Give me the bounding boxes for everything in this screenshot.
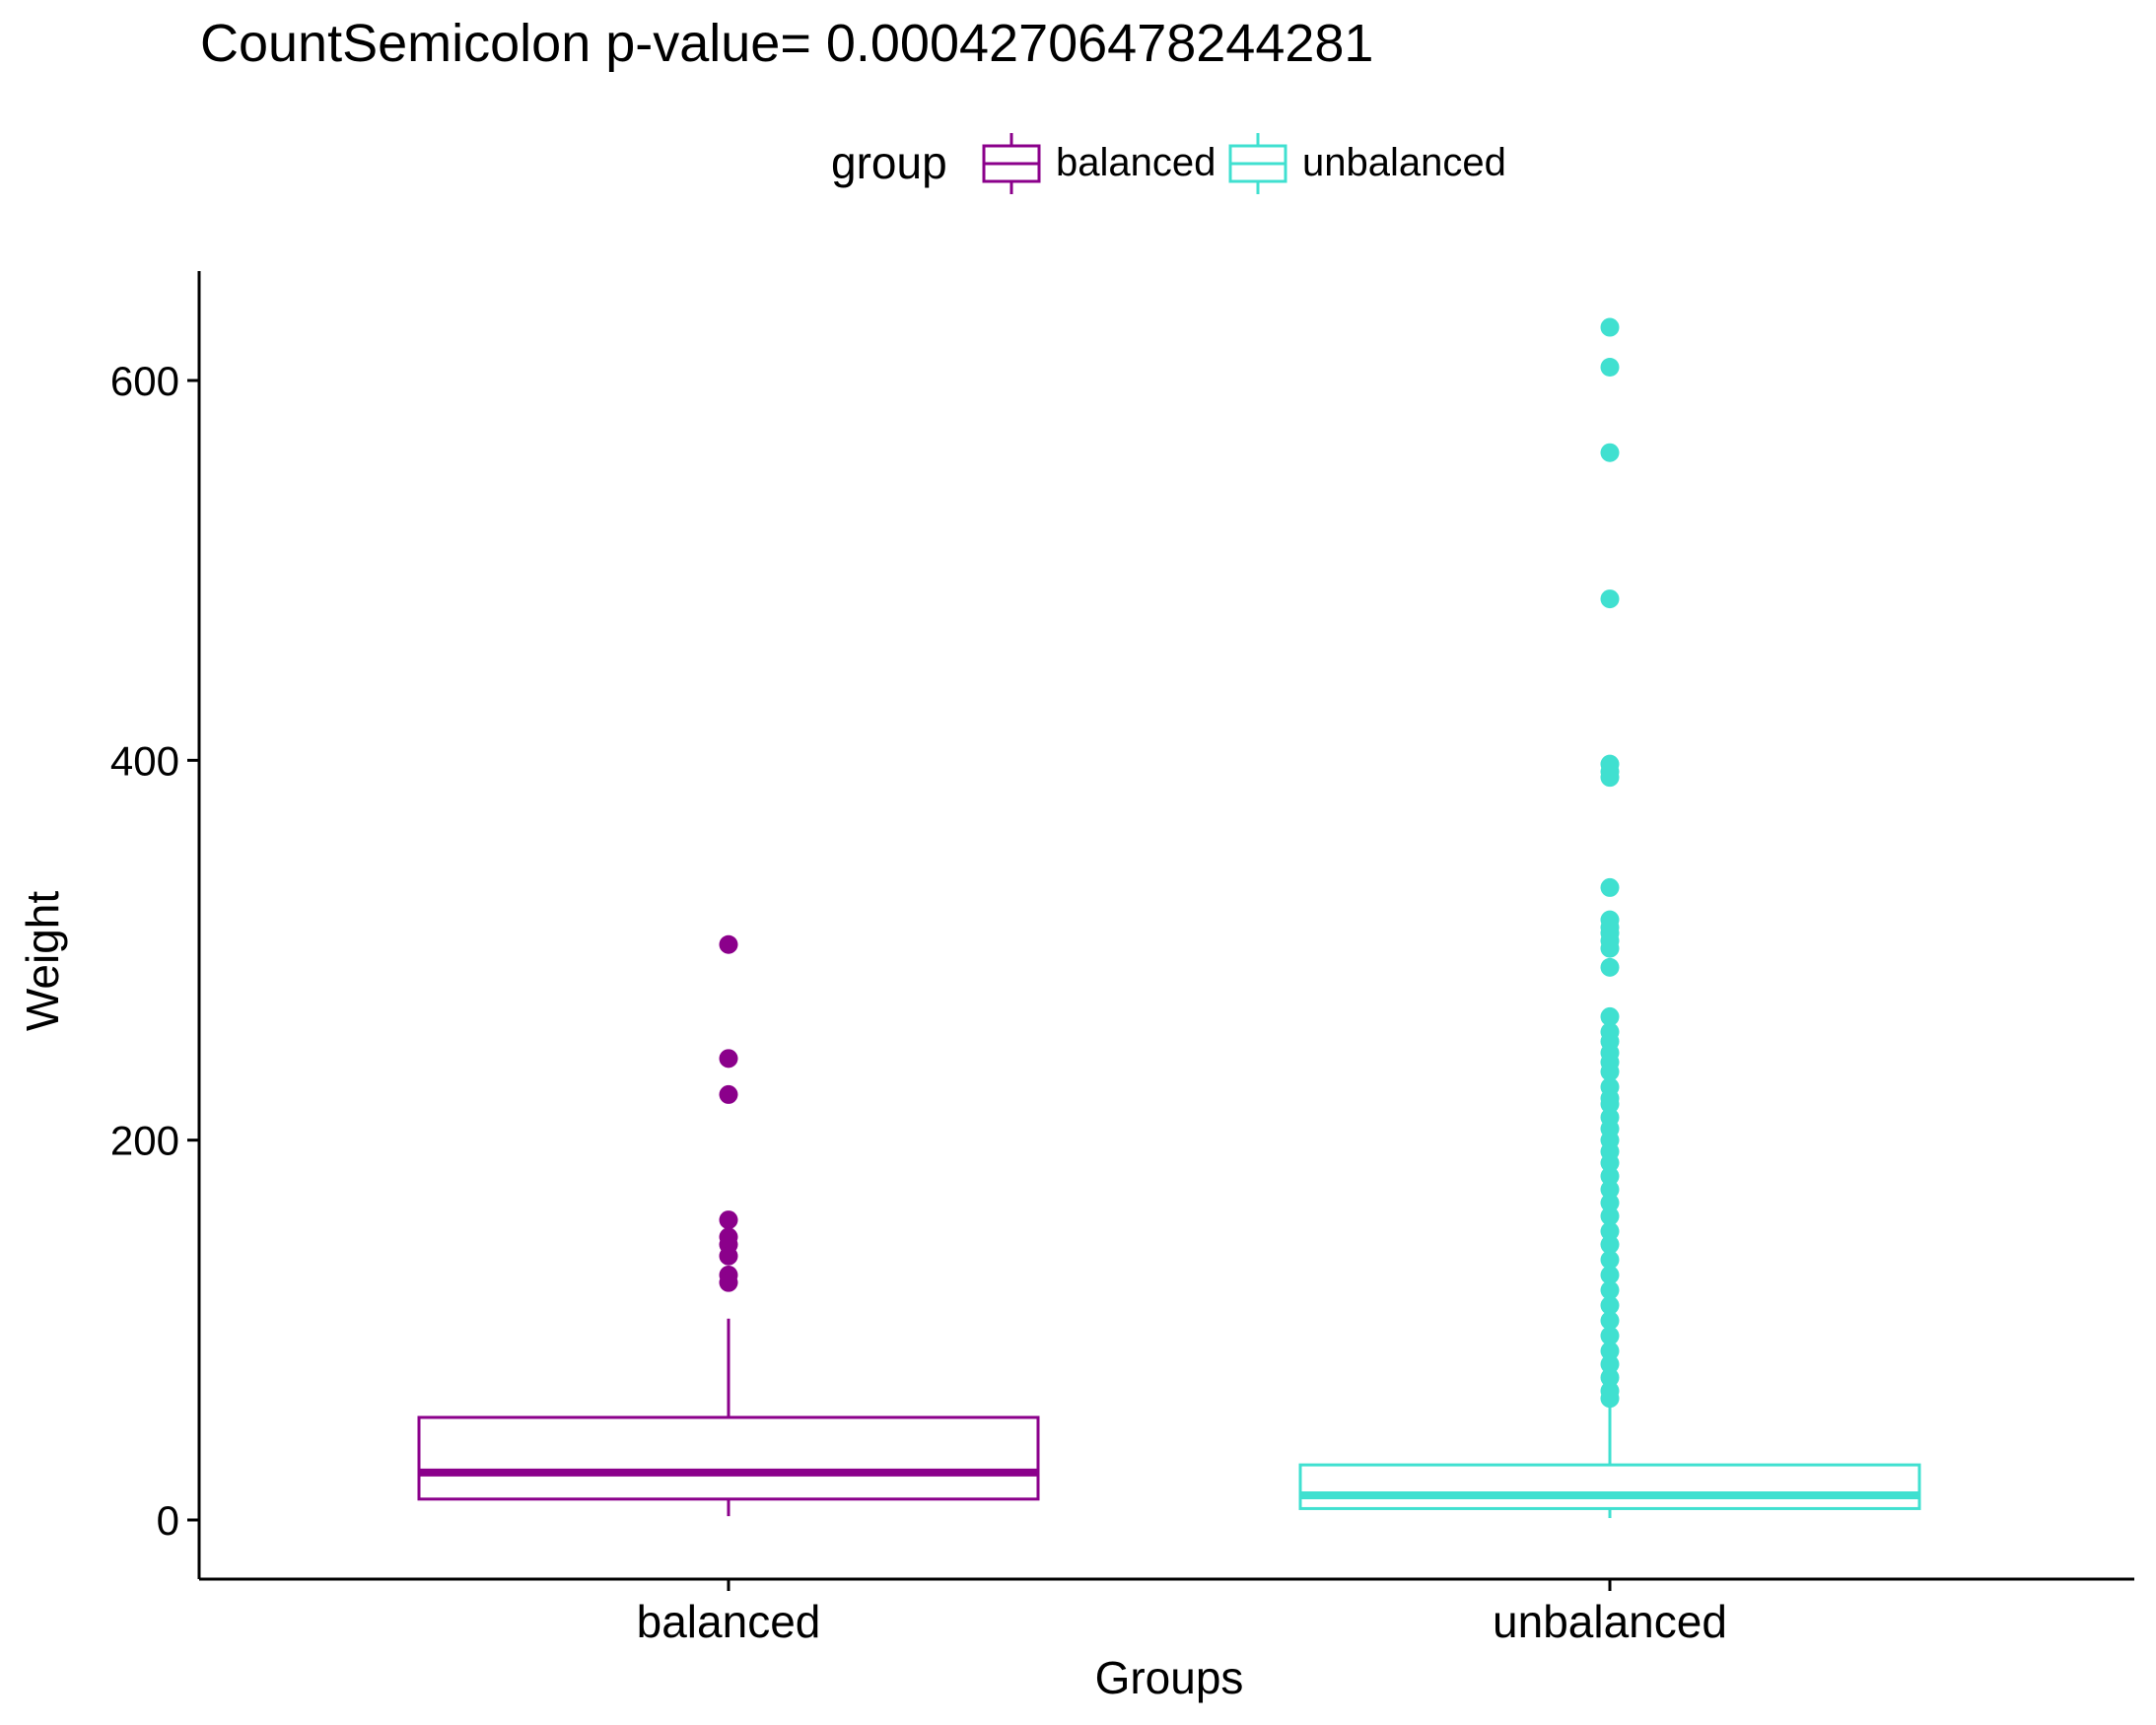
outlier-point-unbalanced <box>1600 1250 1620 1270</box>
legend-label-balanced: balanced <box>1056 141 1216 184</box>
x-axis-title: Groups <box>1095 1652 1244 1703</box>
outlier-point-balanced <box>719 1084 738 1104</box>
outlier-point-balanced <box>719 1246 738 1266</box>
legend-title: group <box>831 137 947 188</box>
outlier-point-unbalanced <box>1600 1368 1620 1387</box>
outlier-point-unbalanced <box>1600 1342 1620 1361</box>
legend-label-unbalanced: unbalanced <box>1302 141 1506 184</box>
outlier-point-unbalanced <box>1600 1280 1620 1300</box>
y-tick-label: 600 <box>110 358 179 404</box>
outlier-point-unbalanced <box>1600 1354 1620 1374</box>
outlier-point-unbalanced <box>1600 1193 1620 1212</box>
box-balanced <box>417 934 1040 1517</box>
outlier-point-unbalanced <box>1600 1235 1620 1255</box>
outlier-point-unbalanced <box>1600 1311 1620 1331</box>
box-unbalanced <box>1298 317 1921 1519</box>
y-axis-title: Weight <box>17 891 68 1032</box>
outlier-point-unbalanced <box>1600 1221 1620 1241</box>
outlier-point-unbalanced <box>1600 957 1620 977</box>
outlier-point-unbalanced <box>1600 1207 1620 1226</box>
y-tick-label: 0 <box>157 1497 179 1544</box>
outlier-point-unbalanced <box>1600 1094 1620 1114</box>
outlier-point-unbalanced <box>1600 938 1620 958</box>
chart-title: CountSemicolon p-value= 0.00042706478244… <box>200 14 1373 73</box>
outlier-point-unbalanced <box>1600 1062 1620 1081</box>
outlier-point-unbalanced <box>1600 877 1620 897</box>
outlier-point-unbalanced <box>1600 443 1620 462</box>
outlier-point-unbalanced <box>1600 1326 1620 1346</box>
plot-area <box>417 317 1921 1519</box>
outlier-point-balanced <box>719 1210 738 1230</box>
outlier-point-unbalanced <box>1600 1153 1620 1173</box>
x-tick-label: unbalanced <box>1493 1596 1727 1647</box>
outlier-point-unbalanced <box>1600 1166 1620 1186</box>
x-tick-label: balanced <box>637 1596 821 1647</box>
y-tick-label: 400 <box>110 737 179 784</box>
iqr-box-unbalanced <box>1298 1463 1921 1510</box>
outlier-point-unbalanced <box>1600 358 1620 378</box>
outlier-point-unbalanced <box>1600 1265 1620 1284</box>
x-axis: balanced unbalanced <box>199 1577 2134 1647</box>
y-tick-label: 200 <box>110 1118 179 1164</box>
outlier-point-unbalanced <box>1600 317 1620 337</box>
legend: group balanced unbalanced <box>831 133 1506 194</box>
outlier-point-balanced <box>719 1049 738 1069</box>
outlier-point-unbalanced <box>1600 1389 1620 1409</box>
outlier-point-unbalanced <box>1600 1295 1620 1315</box>
outlier-point-balanced <box>719 934 738 954</box>
outlier-point-unbalanced <box>1600 768 1620 788</box>
iqr-box-balanced <box>417 1415 1040 1501</box>
legend-key-balanced <box>982 133 1041 194</box>
legend-key-unbalanced <box>1228 133 1287 194</box>
outlier-point-unbalanced <box>1600 1006 1620 1026</box>
outlier-point-balanced <box>719 1273 738 1292</box>
outlier-point-unbalanced <box>1600 1180 1620 1200</box>
outlier-point-unbalanced <box>1600 589 1620 609</box>
y-axis: 0 200 400 600 <box>110 271 201 1579</box>
